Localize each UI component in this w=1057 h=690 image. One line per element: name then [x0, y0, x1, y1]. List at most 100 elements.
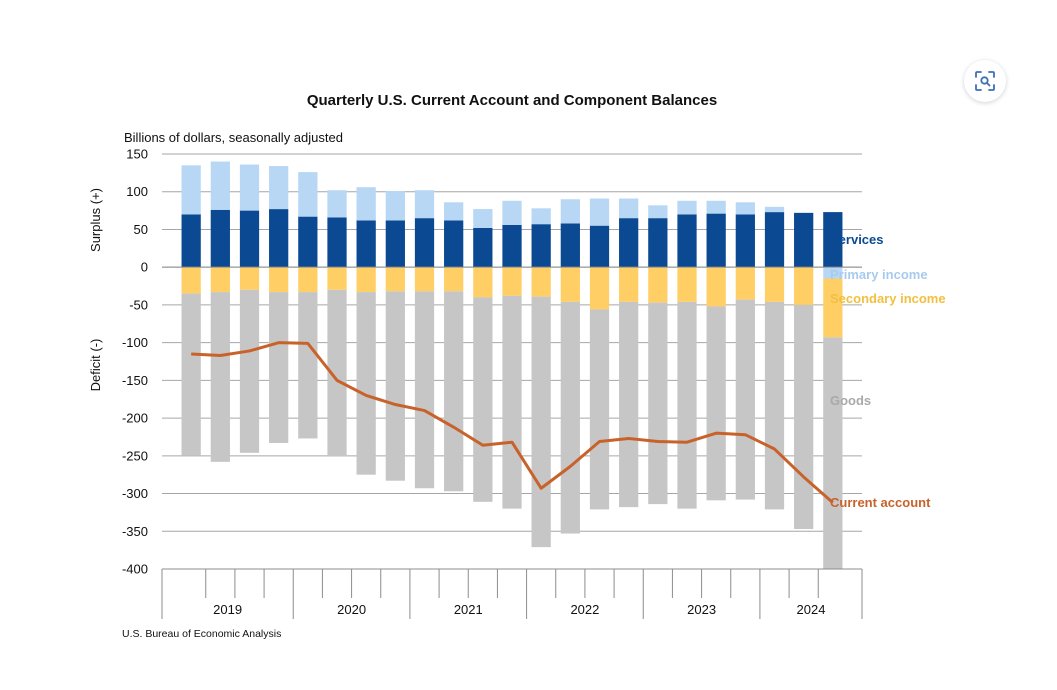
bar-secondary-income-2022Q4 — [619, 267, 639, 302]
bar-services-2019Q4 — [269, 209, 289, 268]
bar-primary-income-2020Q3 — [356, 187, 376, 221]
x-year-label: 2020 — [337, 602, 366, 617]
x-year-label: 2024 — [797, 602, 826, 617]
bar-secondary-income-2023Q2 — [677, 267, 697, 302]
y-tick-label: 50 — [134, 222, 148, 237]
chart-subtitle: Billions of dollars, seasonally adjusted — [124, 130, 343, 145]
y-tick-label: -350 — [122, 524, 148, 539]
y-tick-label: -200 — [122, 411, 148, 426]
bar-services-2024Q3 — [823, 212, 843, 268]
bar-goods-2020Q1 — [298, 292, 318, 439]
bar-primary-income-2022Q4 — [619, 198, 639, 219]
bar-goods-2019Q4 — [269, 292, 289, 443]
bar-primary-income-2023Q4 — [735, 202, 755, 215]
bar-goods-2021Q2 — [444, 291, 464, 492]
bar-primary-income-2022Q3 — [589, 198, 610, 226]
bar-secondary-income-2024Q3 — [823, 278, 843, 338]
bar-secondary-income-2023Q3 — [706, 267, 726, 307]
y-axis-title-deficit: Deficit (-) — [88, 339, 103, 392]
x-axis: 2019 2020 2021 2022 2023 2024 — [161, 568, 863, 619]
x-year-label: 2023 — [687, 602, 716, 617]
bar-primary-income-2021Q3 — [473, 209, 493, 228]
bar-goods-2023Q3 — [706, 306, 726, 501]
bar-primary-income-2023Q1 — [648, 205, 668, 219]
y-tick-label: 150 — [126, 147, 148, 162]
bar-primary-income-2020Q1 — [298, 172, 318, 217]
x-year-label: 2021 — [454, 602, 483, 617]
bar-goods-2020Q4 — [385, 291, 405, 481]
bar-secondary-income-2022Q1 — [531, 267, 551, 297]
bar-goods-2021Q4 — [502, 295, 522, 509]
bar-services-2019Q1 — [181, 214, 201, 268]
bar-goods-2023Q2 — [677, 301, 697, 509]
bar-goods-2021Q3 — [473, 297, 493, 502]
bar-secondary-income-2021Q4 — [502, 267, 522, 296]
legend-primary-income: Primary income — [830, 267, 928, 282]
bar-services-2024Q2 — [794, 212, 814, 268]
bar-primary-income-2022Q1 — [531, 208, 551, 225]
chart-title: Quarterly U.S. Current Account and Compo… — [307, 92, 717, 109]
bar-services-2023Q4 — [735, 214, 755, 268]
bar-secondary-income-2024Q1 — [764, 267, 785, 302]
bar-primary-income-2019Q2 — [210, 161, 230, 210]
bar-goods-2022Q4 — [619, 301, 639, 508]
bar-primary-income-2020Q4 — [385, 190, 405, 221]
bar-goods-2020Q3 — [356, 292, 376, 475]
bar-goods-2024Q1 — [764, 301, 785, 510]
bar-primary-income-2021Q4 — [502, 200, 522, 225]
bar-services-2021Q4 — [502, 224, 522, 268]
legend-current-account: Current account — [830, 495, 931, 510]
bar-secondary-income-2019Q2 — [210, 267, 230, 293]
bar-services-2019Q2 — [210, 209, 230, 268]
y-tick-label: 100 — [126, 184, 148, 199]
bar-services-2021Q1 — [414, 218, 435, 268]
legend: Services Primary income Secondary income Go… — [830, 232, 946, 510]
bar-services-2022Q2 — [560, 223, 580, 268]
x-year-label: 2022 — [570, 602, 599, 617]
source-note: U.S. Bureau of Economic Analysis — [122, 628, 281, 640]
bar-services-2023Q2 — [677, 214, 697, 268]
y-tick-label: -100 — [122, 335, 148, 350]
legend-secondary-income: Secondary income — [830, 291, 946, 306]
visual-search-button[interactable] — [964, 60, 1006, 102]
bar-secondary-income-2021Q2 — [444, 267, 464, 292]
visual-search-icon — [975, 71, 995, 91]
current-account-line — [191, 341, 834, 504]
bar-primary-income-2021Q2 — [444, 202, 464, 221]
bar-secondary-income-2022Q3 — [589, 267, 610, 310]
bar-goods-2024Q3 — [823, 337, 843, 569]
x-year-label: 2019 — [213, 602, 242, 617]
bar-services-2021Q2 — [444, 220, 464, 268]
bars — [181, 161, 843, 569]
bar-secondary-income-2019Q1 — [181, 267, 201, 294]
bar-primary-income-2021Q1 — [414, 190, 435, 219]
bar-primary-income-2022Q2 — [560, 199, 580, 224]
bar-secondary-income-2023Q4 — [735, 267, 755, 300]
bar-primary-income-2019Q4 — [269, 166, 289, 210]
bar-services-2020Q2 — [327, 217, 347, 268]
bar-goods-2019Q3 — [239, 289, 260, 453]
bar-secondary-income-2020Q3 — [356, 267, 376, 293]
y-axis: 150 100 50 0 -50 -100 -150 -200 -250 -300 -350 -400 — [122, 147, 148, 577]
bar-goods-2019Q1 — [181, 293, 201, 456]
bar-services-2023Q3 — [706, 213, 726, 268]
y-tick-label: -250 — [122, 448, 148, 463]
bar-goods-2021Q1 — [414, 291, 435, 489]
bar-secondary-income-2020Q1 — [298, 267, 318, 293]
bar-goods-2024Q2 — [794, 304, 814, 530]
y-axis-title-surplus: Surplus (+) — [88, 188, 103, 252]
bar-primary-income-2020Q2 — [327, 190, 347, 218]
bar-services-2021Q3 — [473, 227, 493, 268]
y-tick-label: 0 — [141, 260, 148, 275]
bar-secondary-income-2019Q4 — [269, 267, 289, 293]
bar-goods-2020Q2 — [327, 289, 347, 457]
bar-secondary-income-2022Q2 — [560, 267, 580, 302]
y-tick-label: -150 — [122, 373, 148, 388]
bar-secondary-income-2023Q1 — [648, 267, 668, 303]
y-tick-label: -50 — [129, 297, 148, 312]
bar-services-2019Q3 — [239, 210, 260, 268]
bar-secondary-income-2020Q4 — [385, 267, 405, 292]
bar-goods-2022Q2 — [560, 301, 580, 534]
bar-goods-2023Q4 — [735, 299, 755, 500]
